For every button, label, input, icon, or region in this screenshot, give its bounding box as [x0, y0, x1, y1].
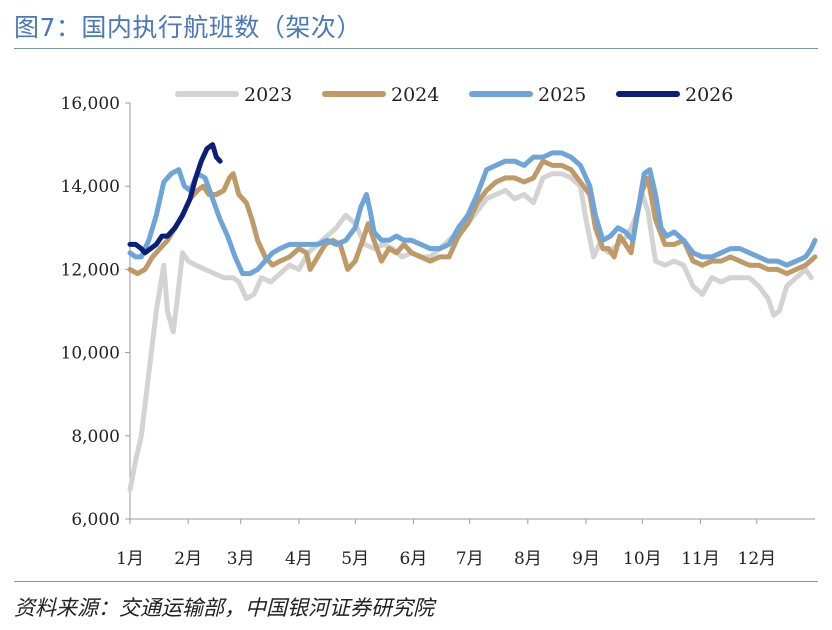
figure-title: 图7：国内执行航班数（架次）	[14, 13, 362, 42]
x-tick-label: 10月	[623, 549, 662, 569]
x-tick-label: 1月	[116, 549, 144, 569]
x-tick-label: 7月	[456, 549, 484, 569]
legend-label-2025: 2025	[538, 84, 586, 106]
y-tick-label: 6,000	[71, 510, 120, 530]
x-tick-label: 8月	[514, 549, 542, 569]
legend-label-2023: 2023	[244, 84, 292, 106]
y-tick-label: 12,000	[61, 260, 120, 280]
x-tick-label: 6月	[399, 549, 427, 569]
legend-label-2024: 2024	[391, 84, 439, 106]
top-rule	[14, 48, 818, 49]
x-tick-label: 3月	[227, 549, 255, 569]
x-tick-label: 9月	[572, 549, 600, 569]
bottom-rule	[14, 581, 818, 582]
y-tick-label: 10,000	[61, 344, 120, 364]
x-tick-label: 5月	[341, 549, 369, 569]
source-note: 资料来源：交通运输部，中国银河证券研究院	[14, 596, 434, 620]
series-line-2025	[127, 150, 818, 277]
x-tick-label: 2月	[174, 549, 202, 569]
y-tick-label: 14,000	[61, 177, 120, 197]
series-line-2024	[127, 158, 818, 277]
legend-label-2026: 2026	[685, 84, 733, 106]
series-line-2026	[127, 142, 223, 256]
x-tick-label: 12月	[738, 549, 777, 569]
y-tick-label: 16,000	[61, 94, 120, 114]
x-tick-label: 4月	[285, 549, 313, 569]
x-tick-label: 11月	[681, 549, 720, 569]
y-tick-label: 8,000	[71, 427, 120, 447]
